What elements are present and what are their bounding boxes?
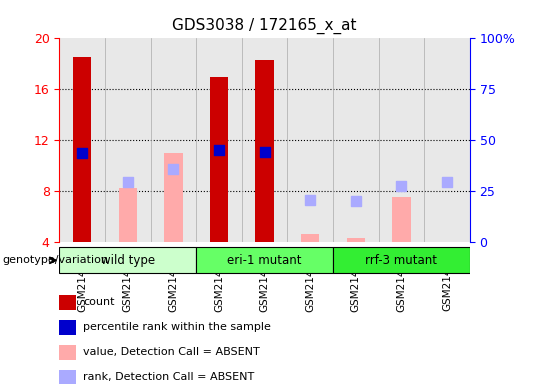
Bar (59, 295, 76, 310)
Bar (196, 38, 242, 242)
Bar (379, 38, 424, 242)
Title: GDS3038 / 172165_x_at: GDS3038 / 172165_x_at (172, 18, 357, 34)
Bar (59, 319, 76, 335)
Bar (59, 38, 105, 242)
Point (260, 149, 269, 155)
Bar (333, 38, 379, 242)
Point (78, 150, 86, 156)
Bar (392, 197, 410, 242)
Bar (73, 58, 91, 242)
Text: count: count (83, 297, 114, 308)
Bar (59, 247, 196, 273)
Bar (301, 234, 319, 242)
Text: percentile rank within the sample: percentile rank within the sample (83, 322, 271, 333)
Text: value, Detection Call = ABSENT: value, Detection Call = ABSENT (83, 347, 260, 358)
Point (352, 198, 360, 204)
Bar (333, 247, 470, 273)
Bar (59, 345, 76, 360)
Point (306, 197, 314, 203)
Bar (105, 38, 151, 242)
Point (443, 179, 451, 185)
Bar (151, 38, 196, 242)
Bar (210, 76, 228, 242)
Bar (347, 238, 365, 242)
Point (169, 166, 178, 172)
Point (397, 183, 406, 189)
Bar (119, 189, 137, 242)
Text: rank, Detection Call = ABSENT: rank, Detection Call = ABSENT (83, 372, 254, 382)
Text: eri-1 mutant: eri-1 mutant (227, 254, 302, 266)
Bar (242, 38, 287, 242)
Bar (196, 247, 333, 273)
Bar (59, 369, 76, 384)
Bar (424, 38, 470, 242)
Text: wild type: wild type (101, 254, 155, 266)
Bar (164, 153, 183, 242)
Point (215, 147, 224, 154)
Text: rrf-3 mutant: rrf-3 mutant (366, 254, 437, 266)
Text: genotype/variation: genotype/variation (3, 255, 109, 265)
Point (124, 179, 132, 185)
Bar (255, 60, 274, 242)
Bar (287, 38, 333, 242)
